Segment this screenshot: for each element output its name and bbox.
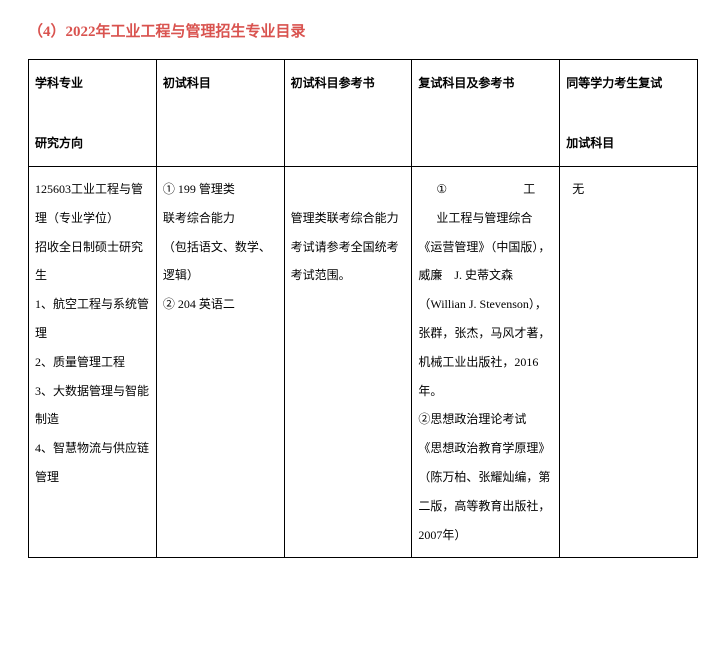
cell-text: 《思想政治教育学原理》（陈万柏、张耀灿编，第二版，高等教育出版社，2007年） (418, 434, 553, 549)
cell-text: 1、航空工程与系统管理 (35, 290, 150, 348)
cell-text: （包括语文、数学、逻辑） (163, 233, 278, 291)
cell-text: ②思想政治理论考试 (418, 405, 553, 434)
cell-text: 4、智慧物流与供应链管理 (35, 434, 150, 492)
cell-text: 联考综合能力 (163, 204, 278, 233)
header-discipline: 学科专业 研究方向 (29, 60, 157, 167)
header-text: 研究方向 (35, 128, 150, 158)
cell-retest-subjects: ① 工 业工程与管理综合 《运营管理》（中国版），威廉 J. 史蒂文森（Will… (412, 167, 560, 558)
header-text: 加试科目 (566, 128, 691, 158)
cell-text: 无 (566, 175, 691, 204)
catalog-table: 学科专业 研究方向 初试科目 初试科目参考书 复试科目及参考书 同等学力考生复试… (28, 59, 698, 558)
header-text: 同等学力考生复试 (566, 68, 691, 98)
cell-additional-tests: 无 (560, 167, 698, 558)
header-additional-tests: 同等学力考生复试 加试科目 (560, 60, 698, 167)
cell-text: 2、质量管理工程 (35, 348, 150, 377)
cell-text: 125603工业工程与管理（专业学位） (35, 175, 150, 233)
cell-text: ② 204 英语二 (163, 290, 278, 319)
cell-text: 业工程与管理综合 (418, 204, 553, 233)
cell-text: ① (436, 175, 447, 204)
header-initial-references: 初试科目参考书 (284, 60, 412, 167)
header-initial-subjects: 初试科目 (156, 60, 284, 167)
page-title: （4）2022年工业工程与管理招生专业目录 (20, 20, 692, 41)
table-header-row: 学科专业 研究方向 初试科目 初试科目参考书 复试科目及参考书 同等学力考生复试… (29, 60, 698, 167)
cell-text: ① 199 管理类 (163, 175, 278, 204)
table-row: 125603工业工程与管理（专业学位） 招收全日制硕士研究生 1、航空工程与系统… (29, 167, 698, 558)
header-retest-subjects: 复试科目及参考书 (412, 60, 560, 167)
header-text: 学科专业 (35, 68, 150, 98)
cell-text: 3、大数据管理与智能制造 (35, 377, 150, 435)
cell-discipline: 125603工业工程与管理（专业学位） 招收全日制硕士研究生 1、航空工程与系统… (29, 167, 157, 558)
cell-text: 《运营管理》（中国版），威廉 J. 史蒂文森（Willian J. Steven… (418, 233, 553, 406)
cell-text: 工 (523, 175, 535, 204)
cell-text: 招收全日制硕士研究生 (35, 233, 150, 291)
cell-initial-subjects: ① 199 管理类 联考综合能力 （包括语文、数学、逻辑） ② 204 英语二 (156, 167, 284, 558)
cell-initial-references: 管理类联考综合能力考试请参考全国统考考试范围。 (284, 167, 412, 558)
cell-text: 管理类联考综合能力考试请参考全国统考考试范围。 (291, 204, 406, 290)
